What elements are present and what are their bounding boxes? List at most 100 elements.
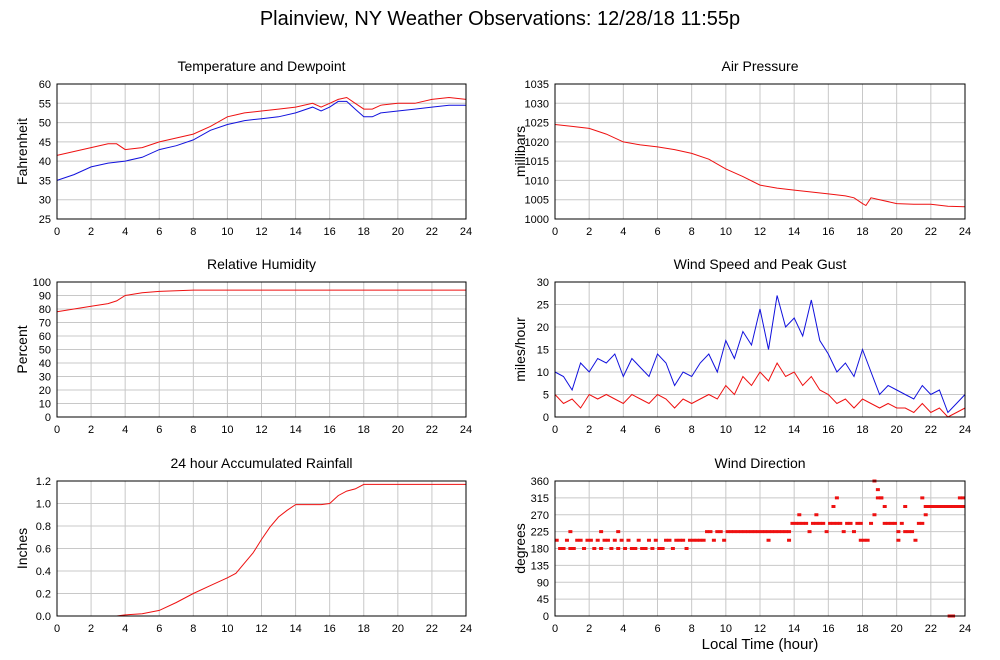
x-tick-label: 16 (324, 623, 336, 635)
data-point (882, 521, 887, 525)
data-point (728, 530, 733, 534)
data-point (851, 530, 856, 534)
y-tick-label: 1000 (525, 214, 549, 226)
x-tick-label: 4 (620, 226, 626, 238)
y-tick-label: 0 (45, 412, 51, 424)
y-tick-label: 55 (39, 98, 51, 110)
data-point (923, 513, 928, 517)
y-tick-label: 1035 (525, 79, 549, 91)
x-tick-label: 14 (289, 226, 301, 238)
data-point (831, 521, 836, 525)
data-point (858, 538, 863, 542)
data-point (957, 496, 962, 500)
data-point (882, 505, 887, 508)
data-point (862, 538, 867, 542)
x-tick-label: 20 (891, 424, 903, 436)
y-tick-label: 0 (543, 611, 549, 623)
x-tick-label: 24 (959, 623, 971, 635)
page-title: Plainview, NY Weather Observations: 12/2… (259, 8, 741, 30)
x-tick-label: 4 (620, 623, 626, 635)
x-tick-label: 4 (620, 424, 626, 436)
data-point (879, 496, 884, 500)
y-tick-label: 360 (531, 476, 549, 488)
data-point (670, 547, 675, 550)
x-tick-label: 8 (190, 226, 196, 238)
data-point (705, 530, 710, 534)
x-tick-label: 22 (925, 623, 937, 635)
x-tick-label: 16 (822, 226, 834, 238)
y-tick-label: 0.6 (36, 544, 51, 556)
x-tick-label: 2 (88, 226, 94, 238)
plot-frame (56, 281, 467, 418)
data-point (698, 538, 703, 542)
y-tick-label: 45 (537, 594, 549, 606)
plot-frame (56, 83, 467, 220)
data-point (896, 538, 901, 542)
y-tick-label: 1020 (525, 137, 549, 149)
data-point (896, 530, 901, 534)
data-point (558, 547, 563, 550)
data-point (763, 530, 768, 534)
y-tick-label: 5 (543, 390, 549, 402)
y-tick-label: 0.0 (36, 611, 51, 623)
data-point (640, 547, 645, 550)
x-tick-label: 10 (221, 623, 233, 635)
data-point (776, 530, 781, 534)
x-tick-label: 20 (891, 226, 903, 238)
x-tick-label: 12 (255, 424, 267, 436)
x-tick-label: 14 (788, 226, 800, 238)
data-point (582, 547, 587, 550)
y-axis-label: Inches (14, 528, 30, 569)
data-point (807, 530, 812, 534)
x-tick-label: 0 (552, 226, 558, 238)
x-tick-label: 20 (891, 623, 903, 635)
data-point (657, 547, 662, 550)
x-tick-label: 0 (54, 623, 60, 635)
x-tick-label: 4 (122, 226, 128, 238)
y-tick-label: 30 (537, 277, 549, 289)
x-tick-label: 24 (460, 623, 472, 635)
data-point (715, 530, 720, 534)
plot-frame (554, 83, 966, 220)
data-point (568, 547, 573, 550)
y-tick-label: 90 (39, 291, 51, 303)
y-tick-label: 30 (39, 195, 51, 207)
data-point (930, 505, 935, 508)
data-point (643, 547, 648, 550)
plot-frame (56, 480, 467, 617)
series-line-red (57, 483, 466, 617)
data-point (766, 538, 771, 542)
data-point (616, 530, 621, 534)
y-tick-label: 1030 (525, 98, 549, 110)
data-point (810, 521, 815, 525)
data-point (769, 530, 774, 534)
chart-relative-humidity: Relative Humidity01020304050607080901000… (14, 256, 472, 436)
x-tick-label: 24 (460, 226, 472, 238)
y-axis-label: miles/hour (512, 317, 528, 382)
data-point (951, 505, 956, 508)
x-tick-label: 20 (392, 424, 404, 436)
x-tick-label: 24 (959, 424, 971, 436)
series-line-blue (56, 100, 466, 181)
data-point (749, 530, 754, 534)
data-point (626, 538, 631, 542)
data-point (646, 538, 651, 542)
x-tick-label: 2 (586, 226, 592, 238)
x-tick-label: 8 (190, 424, 196, 436)
x-tick-label: 6 (156, 623, 162, 635)
x-tick-label: 6 (654, 424, 660, 436)
data-point (913, 538, 918, 542)
x-tick-label: 6 (654, 226, 660, 238)
x-tick-label: 18 (358, 623, 370, 635)
data-point (561, 547, 566, 550)
data-point (910, 530, 915, 534)
series-line-red (56, 289, 466, 313)
data-point (920, 496, 925, 500)
data-point (752, 530, 757, 534)
data-point (735, 530, 740, 534)
x-tick-label: 18 (358, 226, 370, 238)
data-point (623, 547, 628, 550)
data-point (571, 547, 576, 550)
x-tick-label: 14 (289, 623, 301, 635)
